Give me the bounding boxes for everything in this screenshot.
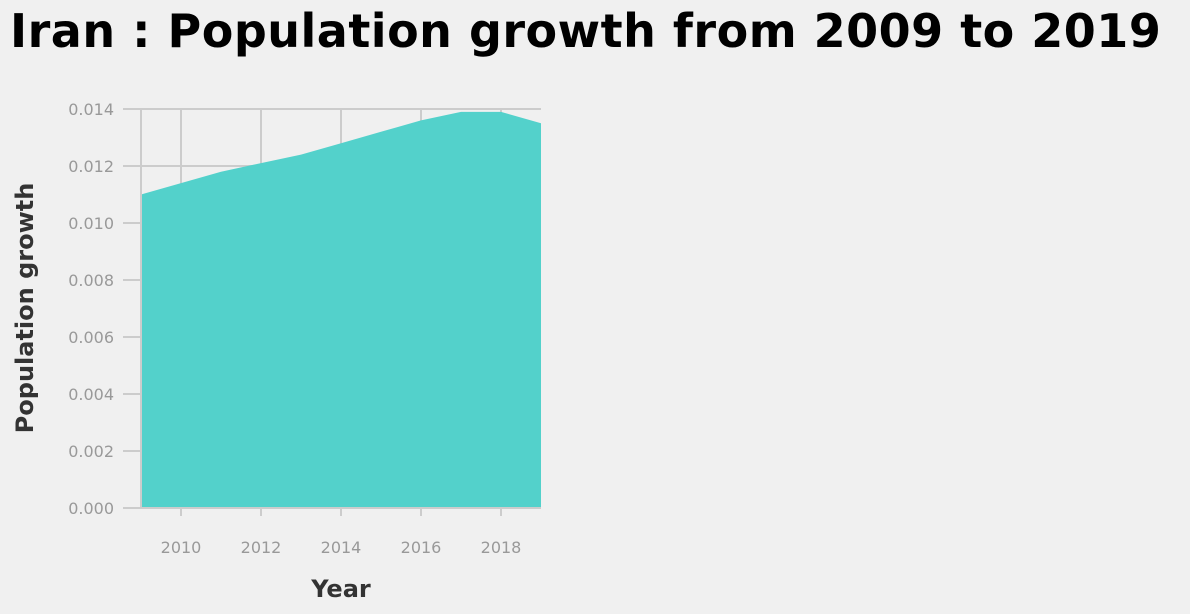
y-tick-label: 0.014 — [68, 100, 114, 119]
x-tick-label: 2014 — [321, 538, 362, 557]
y-tick-label: 0.002 — [68, 442, 114, 461]
axes — [123, 108, 541, 516]
y-tick-labels: 0.000 0.002 0.004 0.006 0.008 0.010 0.012 0.014 — [68, 100, 114, 518]
y-tick-label: 0.008 — [68, 271, 114, 290]
y-tick-label: 0.006 — [68, 328, 114, 347]
x-axis-title: Year — [310, 575, 371, 603]
x-tick-label: 2010 — [161, 538, 202, 557]
x-tick-label: 2016 — [401, 538, 442, 557]
population-growth-area — [141, 111, 541, 508]
y-tick-label: 0.012 — [68, 157, 114, 176]
y-tick-label: 0.010 — [68, 214, 114, 233]
chart-title: Iran : Population growth from 2009 to 20… — [10, 4, 1162, 58]
y-tick-label: 0.000 — [68, 499, 114, 518]
area-layer — [141, 111, 541, 508]
x-tick-label: 2012 — [241, 538, 282, 557]
x-tick-labels: 2010 2012 2014 2016 2018 — [161, 538, 522, 557]
x-tick-label: 2018 — [481, 538, 522, 557]
y-axis-title: Population growth — [11, 183, 39, 434]
y-tick-label: 0.004 — [68, 385, 114, 404]
